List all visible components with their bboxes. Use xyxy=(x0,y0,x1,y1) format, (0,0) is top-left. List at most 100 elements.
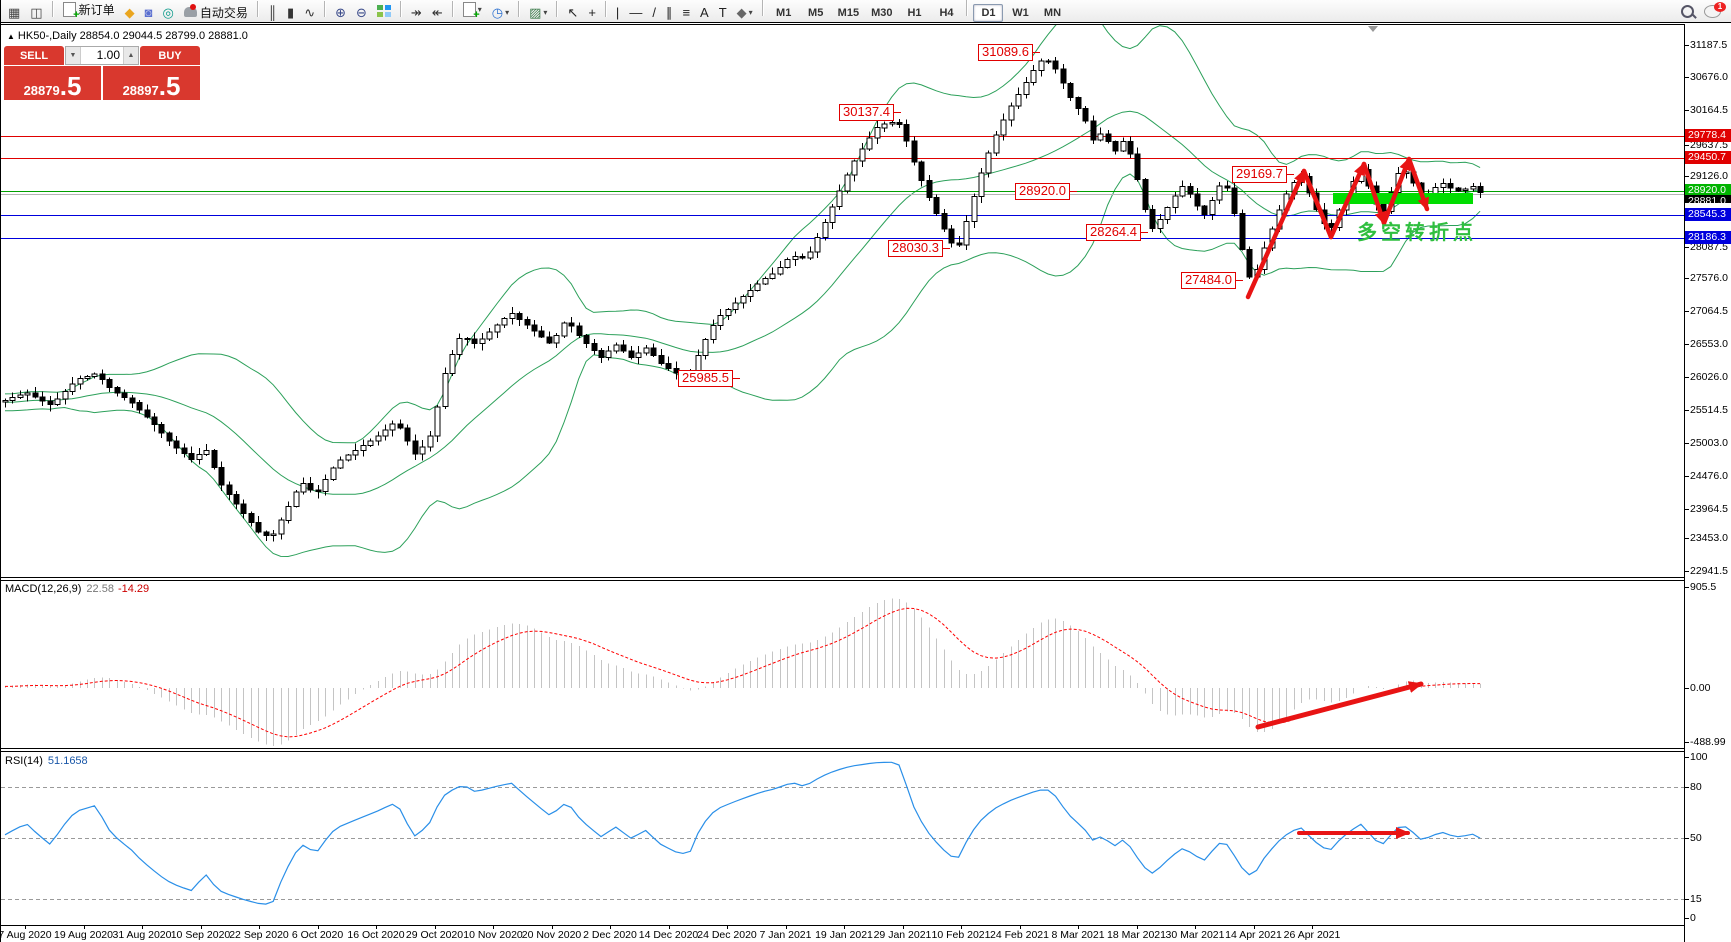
timeframe-m30[interactable]: M30 xyxy=(871,7,893,19)
volume-decrease-button[interactable]: ▼ xyxy=(66,47,81,64)
macd-pane[interactable] xyxy=(1,581,1684,748)
buy-button[interactable]: BUY xyxy=(140,46,200,65)
market-watch-icon[interactable]: ◙ xyxy=(141,2,157,24)
profiles-icon[interactable]: ◫ xyxy=(26,2,46,24)
bar-style-icon[interactable]: ║ xyxy=(264,2,281,24)
date-label[interactable]: 10 Sep 2020 xyxy=(170,929,231,941)
new-chart-icon[interactable]: ▦ xyxy=(4,2,24,24)
date-label[interactable]: 20 Nov 2020 xyxy=(521,929,582,941)
date-label[interactable]: 24 Dec 2020 xyxy=(697,929,757,941)
new-order-button[interactable]: + 新订单 xyxy=(59,0,119,21)
date-label[interactable]: 24 Feb 2021 xyxy=(990,929,1049,941)
zigzag-annotation[interactable] xyxy=(1245,156,1430,300)
zoom-in-icon[interactable]: ⊕ xyxy=(331,2,350,24)
date-label[interactable]: 31 Aug 2020 xyxy=(112,929,172,941)
shapes-icon[interactable]: ◆ ▾ xyxy=(736,5,753,20)
trendline-icon[interactable]: / xyxy=(648,2,660,24)
add-indicator-icon[interactable]: + ▾ xyxy=(459,0,486,21)
price-callout-27484.0[interactable]: 27484.0 xyxy=(1181,272,1243,289)
timeframe-w1[interactable]: W1 xyxy=(1012,7,1029,19)
timeframe-h4[interactable]: H4 xyxy=(939,7,954,19)
timeframe-d1[interactable]: D1 xyxy=(973,4,1004,22)
new-chart-icon: ▦ xyxy=(8,5,21,20)
timeframe-mn[interactable]: MN xyxy=(1043,7,1062,19)
axis-tick-mark xyxy=(1685,110,1689,111)
collapse-icon[interactable]: ▲ xyxy=(7,32,15,41)
sell-button[interactable]: SELL xyxy=(4,46,64,65)
buy-price[interactable]: 28897.5 xyxy=(103,66,200,100)
timeframe-m15[interactable]: M15 xyxy=(837,7,860,19)
date-tick-mark xyxy=(610,925,611,929)
date-label[interactable]: 22 Sep 2020 xyxy=(229,929,289,941)
axis-tick-mark xyxy=(1685,410,1689,411)
chart-shift-icon[interactable]: ↠ xyxy=(407,2,426,24)
volume-input[interactable]: 1.00 xyxy=(96,48,120,62)
channel-icon[interactable]: ∥ xyxy=(662,2,677,24)
candle-style-icon[interactable]: ▮ xyxy=(283,2,298,24)
date-label[interactable]: 29 Oct 2020 xyxy=(405,929,464,941)
volume-increase-button[interactable]: ▲ xyxy=(123,47,138,64)
axis-tick-mark xyxy=(1685,742,1689,743)
green-zone-annotation[interactable] xyxy=(1333,193,1473,204)
date-label[interactable]: 2 Dec 2020 xyxy=(583,929,637,941)
macd-trend-arrow[interactable] xyxy=(1255,681,1424,730)
timeframe-h1[interactable]: H1 xyxy=(907,7,922,19)
cursor-icon[interactable]: ↖ xyxy=(563,2,582,24)
chat-button[interactable]: 1 xyxy=(1700,0,1726,22)
cn-annotation-text[interactable]: 多空转折点 xyxy=(1357,220,1477,244)
period-icon[interactable]: ◷ ▾ xyxy=(491,5,510,20)
rsi-pane[interactable] xyxy=(1,752,1684,925)
price-callout-28920.0[interactable]: 28920.0 xyxy=(1015,183,1077,200)
price-axis[interactable]: 31187.5 30676.0 30164.5 29637.5 29126.0 28087… xyxy=(1684,24,1731,942)
label-icon[interactable]: T xyxy=(715,2,731,24)
date-axis[interactable]: 7 Aug 2020 19 Aug 2020 31 Aug 2020 10 Sep 2… xyxy=(0,925,1684,942)
date-label[interactable]: 19 Jan 2021 xyxy=(815,929,873,941)
search-button[interactable] xyxy=(1677,0,1698,22)
price-callout-31089.6[interactable]: 31089.6 xyxy=(978,44,1040,61)
price-callout-29169.7[interactable]: 29169.7 xyxy=(1232,166,1294,183)
text-icon[interactable]: A xyxy=(696,2,713,24)
hline-icon[interactable]: — xyxy=(625,2,646,24)
date-label[interactable]: 26 Apr 2021 xyxy=(1283,929,1341,941)
zoom-out-icon[interactable]: ⊖ xyxy=(352,2,371,24)
date-label[interactable]: 16 Oct 2020 xyxy=(347,929,405,941)
metaeditor-icon[interactable]: ◆ xyxy=(121,2,139,24)
date-label[interactable]: 8 Mar 2021 xyxy=(1051,929,1105,941)
price-badge-29450.7: 29450.7 xyxy=(1685,150,1731,164)
macd-signal-value: -14.29 xyxy=(117,583,150,595)
tile-windows-icon[interactable] xyxy=(373,0,395,22)
date-label[interactable]: 14 Dec 2020 xyxy=(638,929,699,941)
pane-separator[interactable] xyxy=(1,577,1684,581)
date-label[interactable]: 10 Nov 2020 xyxy=(463,929,523,941)
axis-tick-mark xyxy=(1685,571,1689,572)
sell-price[interactable]: 28879.5 xyxy=(4,66,101,100)
navigator-icon[interactable]: ◎ xyxy=(158,2,177,24)
line-style-icon[interactable]: ∿ xyxy=(300,2,319,24)
date-label[interactable]: 29 Jan 2021 xyxy=(873,929,932,941)
template-icon[interactable]: ▨ ▾ xyxy=(529,5,548,20)
fibonacci-icon[interactable]: ≡ xyxy=(678,2,694,24)
timeframe-m5[interactable]: M5 xyxy=(808,7,824,19)
date-label[interactable]: 14 Apr 2021 xyxy=(1225,929,1282,941)
timeframe-m1[interactable]: M1 xyxy=(776,7,792,19)
date-label[interactable]: 18 Mar 2021 xyxy=(1107,929,1166,941)
price-callout-28264.4[interactable]: 28264.4 xyxy=(1086,224,1148,241)
autotrading-button[interactable]: 自动交易 xyxy=(180,1,252,23)
price-callout-30137.4[interactable]: 30137.4 xyxy=(839,104,901,121)
axis-tick-label: 0 xyxy=(1690,912,1696,924)
auto-scroll-icon[interactable]: ↞ xyxy=(428,2,447,24)
chart-shift-marker[interactable] xyxy=(1368,26,1378,32)
crosshair-icon[interactable]: + xyxy=(584,2,600,24)
date-tick-mark xyxy=(1312,925,1313,929)
date-label[interactable]: 7 Aug 2020 xyxy=(0,929,52,941)
date-label[interactable]: 19 Aug 2020 xyxy=(54,929,113,941)
price-callout-25985.5[interactable]: 25985.5 xyxy=(678,370,740,387)
price-callout-28030.3[interactable]: 28030.3 xyxy=(888,240,950,257)
date-label[interactable]: 30 Mar 2021 xyxy=(1165,929,1225,941)
date-label[interactable]: 6 Oct 2020 xyxy=(291,929,344,941)
vline-icon[interactable]: | xyxy=(612,2,623,24)
date-label[interactable]: 7 Jan 2021 xyxy=(759,929,812,941)
pane-separator-2[interactable] xyxy=(1,748,1684,752)
date-label[interactable]: 10 Feb 2021 xyxy=(931,929,991,941)
axis-tick-mark xyxy=(1685,899,1689,900)
